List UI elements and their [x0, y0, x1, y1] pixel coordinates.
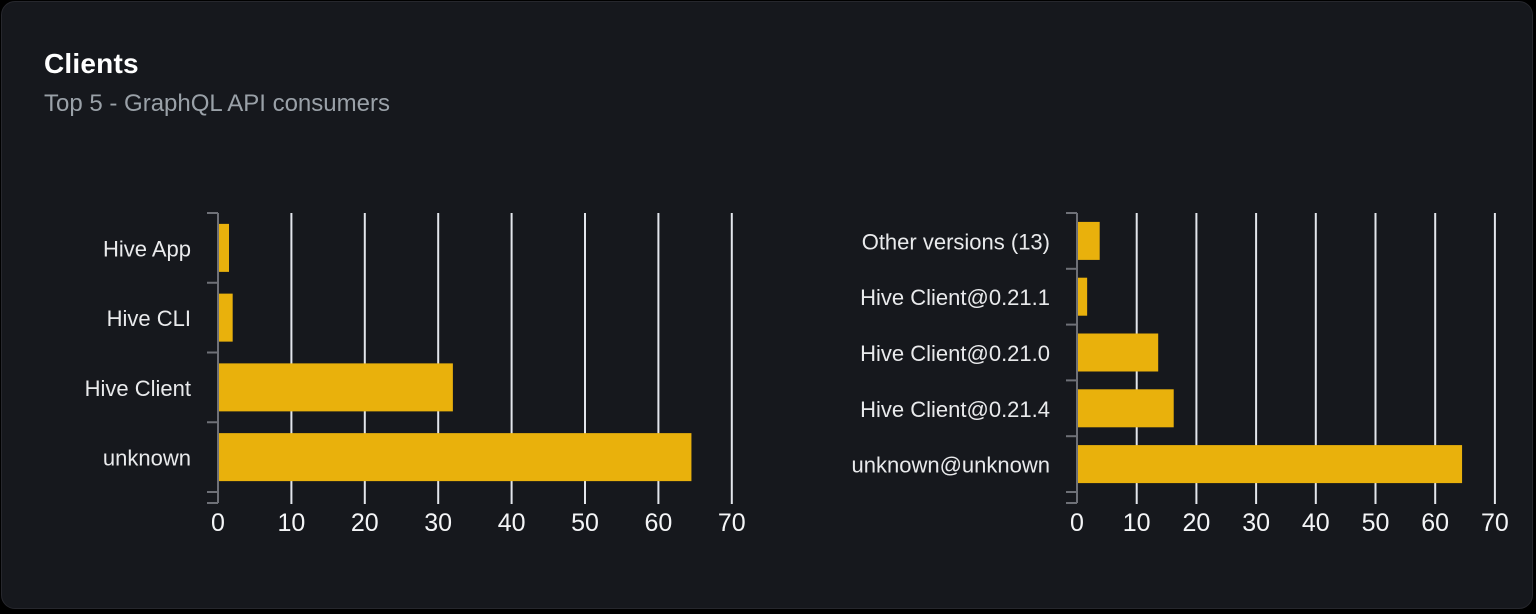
x-tick-label: 40	[1302, 509, 1330, 537]
category-label: Hive Client@0.21.4	[860, 397, 1050, 422]
x-tick-label: 0	[1070, 509, 1084, 537]
bar-hive-app[interactable]	[218, 223, 230, 272]
card-subtitle: Top 5 - GraphQL API consumers	[44, 90, 390, 117]
category-label: Hive Client@0.21.0	[860, 341, 1050, 366]
x-tick-label: 70	[1481, 509, 1509, 537]
category-label: Hive CLI	[107, 306, 191, 331]
x-tick-label: 40	[498, 509, 526, 537]
x-tick-label: 20	[351, 509, 379, 537]
category-label: unknown	[103, 446, 191, 471]
x-tick-label: 10	[1123, 509, 1151, 537]
x-tick-label: 50	[571, 509, 599, 537]
bar-other-versions-13-[interactable]	[1077, 221, 1100, 260]
x-tick-label: 70	[718, 509, 746, 537]
category-label: Other versions (13)	[862, 229, 1050, 254]
category-label: unknown@unknown	[852, 453, 1050, 478]
x-tick-label: 20	[1182, 509, 1210, 537]
category-label: Hive App	[103, 236, 191, 261]
bar-hive-client[interactable]	[218, 363, 453, 412]
x-tick-label: 10	[277, 509, 305, 537]
x-tick-label: 30	[424, 509, 452, 537]
bar-hive-cli[interactable]	[218, 293, 233, 342]
category-label: Hive Client	[85, 376, 191, 401]
category-label: Hive Client@0.21.1	[860, 285, 1050, 310]
x-tick-label: 60	[1421, 509, 1449, 537]
x-tick-label: 50	[1362, 509, 1390, 537]
bar-hive-client-0-21-4[interactable]	[1077, 389, 1174, 428]
card-header: Clients Top 5 - GraphQL API consumers	[44, 48, 390, 118]
bar-unknown-unknown[interactable]	[1077, 445, 1463, 484]
bar-hive-client-0-21-0[interactable]	[1077, 333, 1159, 372]
x-tick-label: 60	[644, 509, 672, 537]
bar-unknown[interactable]	[218, 433, 692, 482]
card-title: Clients	[44, 48, 139, 79]
x-tick-label: 0	[211, 509, 225, 537]
bar-hive-client-0-21-1[interactable]	[1077, 277, 1088, 316]
x-tick-label: 30	[1242, 509, 1270, 537]
